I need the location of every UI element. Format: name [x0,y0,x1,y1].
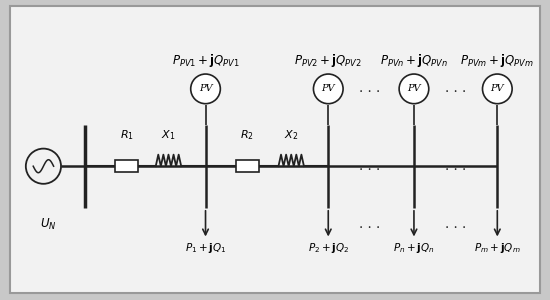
Text: . . .: . . . [445,160,466,173]
Text: $R_2$: $R_2$ [240,128,254,142]
Text: PV: PV [199,84,212,93]
Text: $U_N$: $U_N$ [40,217,56,232]
Text: $P_{PV2}+\mathbf{j}Q_{PV2}$: $P_{PV2}+\mathbf{j}Q_{PV2}$ [294,52,362,69]
Text: $R_1$: $R_1$ [120,128,134,142]
Text: $P_{PV1}+\mathbf{j}Q_{PV1}$: $P_{PV1}+\mathbf{j}Q_{PV1}$ [172,52,240,69]
Text: $X_2$: $X_2$ [284,128,298,142]
Bar [115,160,139,172]
Text: . . .: . . . [359,160,381,173]
Text: . . .: . . . [359,218,381,231]
Text: $P_n+\mathbf{j}Q_n$: $P_n+\mathbf{j}Q_n$ [393,241,435,255]
Circle shape [314,74,343,104]
Circle shape [482,74,512,104]
Text: $P_{PVn}+\mathbf{j}Q_{PVn}$: $P_{PVn}+\mathbf{j}Q_{PVn}$ [380,52,448,69]
Text: $P_2+\mathbf{j}Q_2$: $P_2+\mathbf{j}Q_2$ [307,241,349,255]
Text: $P_1+\mathbf{j}Q_1$: $P_1+\mathbf{j}Q_1$ [185,241,227,255]
Bar [235,160,259,172]
Text: PV: PV [322,84,335,93]
Text: . . .: . . . [359,82,381,95]
Text: $P_m+\mathbf{j}Q_m$: $P_m+\mathbf{j}Q_m$ [474,241,521,255]
Text: PV: PV [407,84,421,93]
Text: PV: PV [491,84,504,93]
Text: $P_{PVm}+\mathbf{j}Q_{PVm}$: $P_{PVm}+\mathbf{j}Q_{PVm}$ [460,52,534,69]
Text: . . .: . . . [445,218,466,231]
Circle shape [399,74,429,104]
Circle shape [191,74,221,104]
Text: . . .: . . . [445,82,466,95]
Text: $X_1$: $X_1$ [161,128,175,142]
